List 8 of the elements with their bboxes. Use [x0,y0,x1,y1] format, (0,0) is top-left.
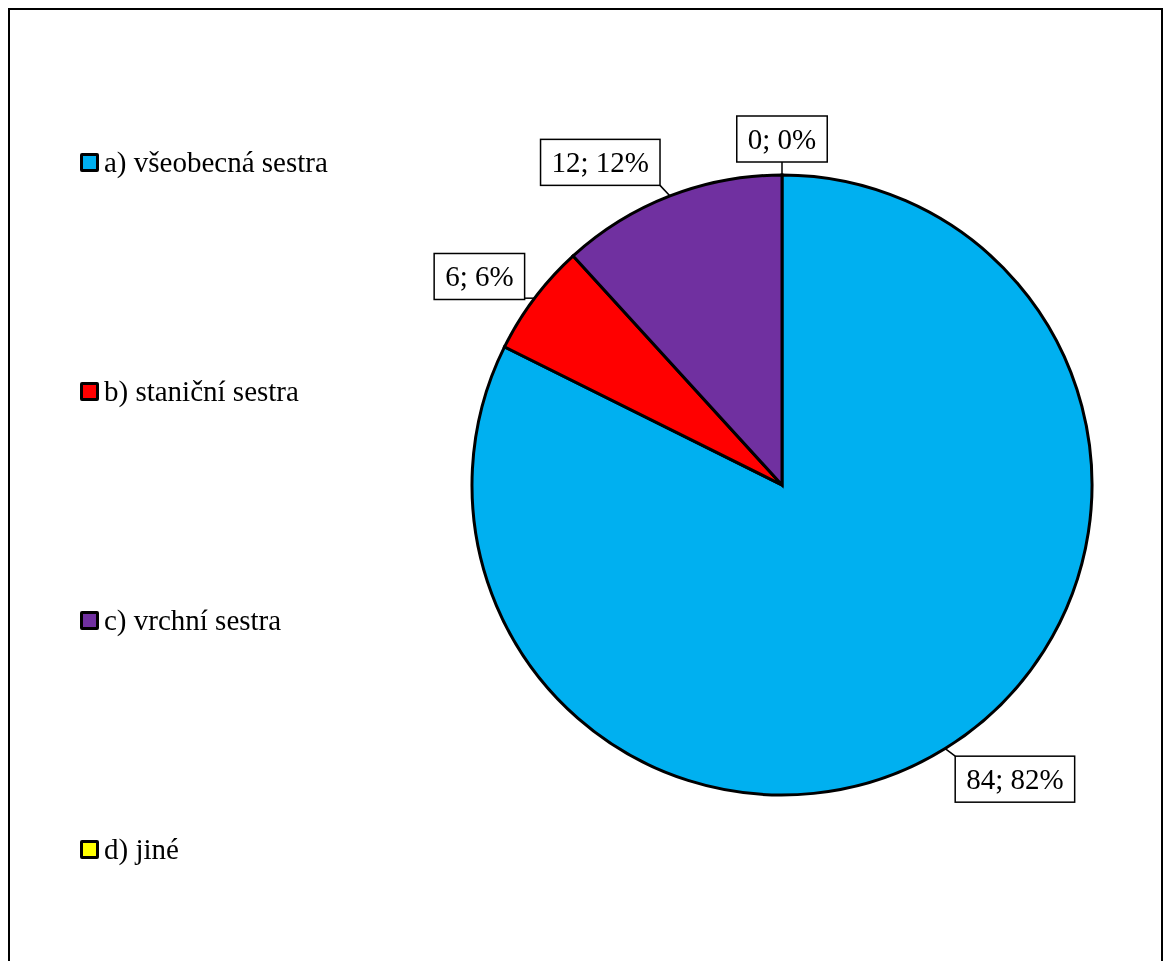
legend-label: c) vrchní sestra [104,603,282,637]
legend-label: b) staniční sestra [104,374,299,408]
data-label: 6; 6% [445,260,514,293]
text: 0; 0% [747,123,817,155]
data-label: 84; 82% [966,763,1064,796]
legend-label: a) všeobecná sestra [104,145,328,179]
data-label: 12; 12% [551,146,650,179]
legend-label: d) jiné [104,832,179,866]
